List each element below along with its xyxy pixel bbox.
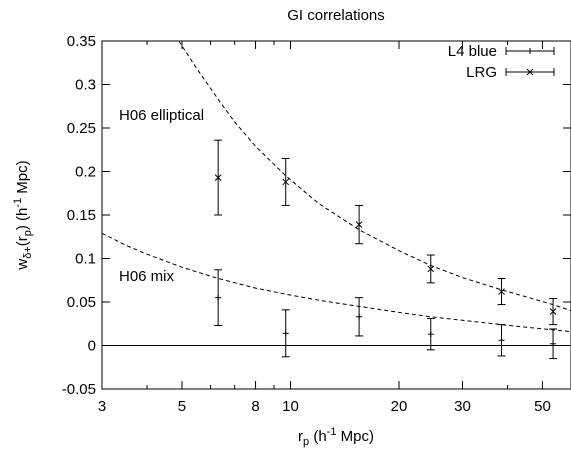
chart-title: GI correlations [287, 7, 385, 24]
data-point-lrg [355, 204, 364, 245]
y-tick-label: 0.25 [67, 120, 96, 137]
x-tick-label: 5 [178, 398, 186, 415]
x-tick-label: 10 [282, 398, 299, 415]
axis-tick-labels: -0.05 0 0.05 0.1 0.15 0.2 0.25 0.3 0.35 3 5 8 10 20 30… [62, 33, 551, 415]
legend-label-lrg: LRG [466, 64, 497, 81]
legend-label-l4-blue: L4 blue [448, 43, 497, 60]
data-point-lrg [426, 254, 435, 284]
data-point-lrg [549, 298, 558, 326]
data-point-l4-blue [214, 269, 223, 326]
data-point-lrg [214, 139, 223, 216]
y-tick-label: 0.1 [75, 251, 96, 268]
y-tick-label: 0.35 [67, 33, 96, 50]
axis-ticks [101, 40, 571, 390]
model-curves [102, 41, 571, 333]
h06-mix-curve [102, 232, 571, 333]
legend-symbol-lrg [505, 68, 555, 76]
annotation-h06-elliptical: H06 elliptical [119, 107, 204, 124]
data-point-lrg [281, 157, 290, 206]
y-tick-label: 0 [88, 338, 96, 355]
plot-frame [101, 40, 571, 390]
h06-elliptical-curve [178, 41, 571, 312]
y-tick-label: 0.05 [67, 294, 96, 311]
annotation-h06-mix: H06 mix [119, 268, 175, 285]
y-tick-label: 0.2 [75, 164, 96, 181]
chart-legend: L4 blue LRG [448, 43, 555, 81]
x-tick-label: 3 [98, 398, 106, 415]
y-tick-label: -0.05 [62, 381, 96, 398]
x-tick-label: 30 [454, 398, 471, 415]
data-point-lrg [497, 278, 506, 306]
data-point-l4-blue [549, 328, 558, 360]
legend-symbol-l4-blue [505, 47, 555, 55]
y-tick-label: 0.15 [67, 207, 96, 224]
x-tick-label: 8 [251, 398, 259, 415]
data-point-l4-blue [281, 309, 290, 358]
x-axis-title: rp (h-1 Mpc) [298, 426, 374, 448]
data-point-l4-blue [497, 324, 506, 357]
data-points [214, 139, 558, 360]
data-point-l4-blue [426, 318, 435, 351]
y-axis-title: wδ+(rp) (h-1 Mpc) [12, 160, 34, 270]
data-point-l4-blue [355, 297, 364, 337]
y-tick-label: 0.3 [75, 77, 96, 94]
x-tick-label: 20 [391, 398, 408, 415]
x-tick-label: 50 [534, 398, 551, 415]
